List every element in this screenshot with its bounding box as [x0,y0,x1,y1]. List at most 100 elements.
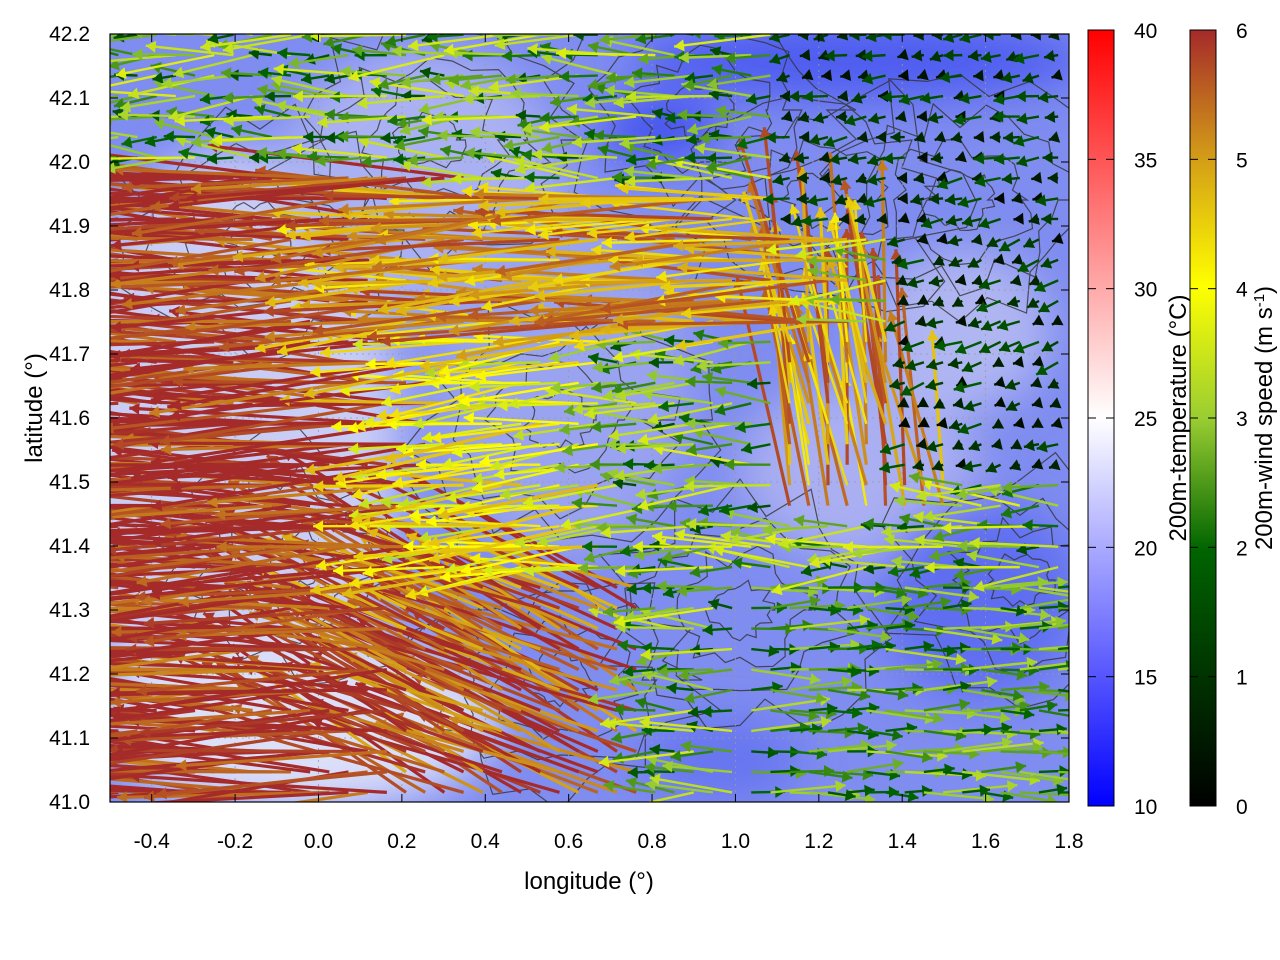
wind-vector [962,627,1030,645]
wind-vector-head [440,570,451,583]
wind-vector-head [689,566,701,578]
wind-vector-shaft [110,638,311,651]
wind-vector [866,729,903,742]
wind-vector-shaft [808,586,885,594]
wind-vector-head [73,267,84,279]
wind-vector-head [922,510,934,522]
wind-vector-head [65,387,76,399]
wind-vector-head [897,688,909,701]
wind-vector-head [42,195,53,207]
wind-vector [176,749,387,772]
wind-vector-shaft [110,504,272,519]
wind-vector-shaft [110,688,311,722]
wind-vector-head [216,540,227,553]
wind-vector-head [94,669,104,681]
wind-vector-head [10,263,20,275]
wind-vector-head [94,420,105,432]
wind-vector-shaft [149,565,407,597]
wind-vector-head [0,313,9,325]
wind-vector-head [999,711,1011,724]
wind-vector [923,698,971,712]
wind-vector [866,786,899,799]
wind-vector-head [514,536,526,548]
wind-vector [1038,723,1067,736]
wind-vector [683,688,733,704]
wind-vector-head [17,600,28,612]
wind-vector-shaft [904,586,980,599]
wind-vector-shaft [230,704,445,774]
wind-vector-head [0,623,3,635]
wind-vector-shaft [429,381,541,385]
wind-vector-shaft [110,647,215,663]
wind-vector [637,484,733,511]
wind-vector-shaft [110,563,234,569]
wind-vector [1019,770,1069,781]
wind-vector [110,647,253,670]
wind-vector-head [0,497,9,509]
wind-vector-head [731,557,743,570]
wind-vector-shaft [459,504,560,508]
wind-vector [140,708,388,739]
wind-vector [866,606,920,622]
wind-vector-head [16,709,27,721]
wind-vector-head [1075,728,1085,740]
wind-vector-head [644,761,656,774]
wind-vector-head [851,547,863,560]
wind-vector [156,770,388,800]
wind-vector-head [110,686,120,699]
wind-vector-head [598,755,610,768]
wind-vector-head [603,780,615,793]
wind-vector-shaft [412,592,618,651]
wind-vector-shaft [243,664,484,753]
wind-vector-shaft [445,484,541,500]
wind-vector-shaft [866,709,936,722]
wind-vector-head [111,626,122,639]
wind-vector-shaft [613,606,714,625]
wind-vector-head [1124,656,1135,668]
wind-vector-shaft [143,606,387,626]
wind-vector-shaft [1038,664,1069,671]
wind-vector [150,504,407,548]
wind-vector-head [0,520,2,532]
wind-vector-shaft [686,522,771,528]
wind-vector [599,709,694,729]
wind-vector [885,658,944,671]
wind-vector-head [110,508,113,521]
wind-vector-shaft [371,590,541,651]
wind-vector-head [800,564,812,577]
wind-vector-shaft [110,565,292,578]
wind-vector-head [91,759,102,771]
wind-vector [973,565,1059,592]
wind-vector-head [37,645,48,657]
wind-vector-head [868,664,880,677]
wind-vector-shaft [110,697,177,713]
wind-vector-head [929,549,941,562]
wind-vector-head [110,543,117,556]
wind-vector-head [1012,689,1024,702]
wind-vector-head [908,471,920,484]
wind-vector-shaft [962,660,1038,671]
wind-vector [649,743,675,756]
wind-vector-head [37,232,47,244]
wind-vector [666,500,713,513]
wind-vector-shaft [110,196,119,201]
wind-vector [640,582,675,595]
wind-vector-head [140,726,151,739]
wind-vector-head [909,567,921,579]
wind-vector [110,647,215,663]
wind-vector-head [859,614,870,627]
wind-vector-head [482,564,493,577]
wind-vector [341,565,503,599]
wind-vectors [0,34,1135,802]
wind-vector [143,606,387,629]
wind-vector [747,501,771,514]
wind-vector-shaft [110,586,273,618]
wind-vector-head [662,760,673,773]
wind-vector [110,237,119,242]
wind-vector [131,667,388,714]
wind-vector [891,555,963,569]
wind-vector-head [886,311,899,323]
wind-vector-head [35,141,46,153]
wind-vector [686,518,771,531]
wind-vector-head [54,779,65,791]
